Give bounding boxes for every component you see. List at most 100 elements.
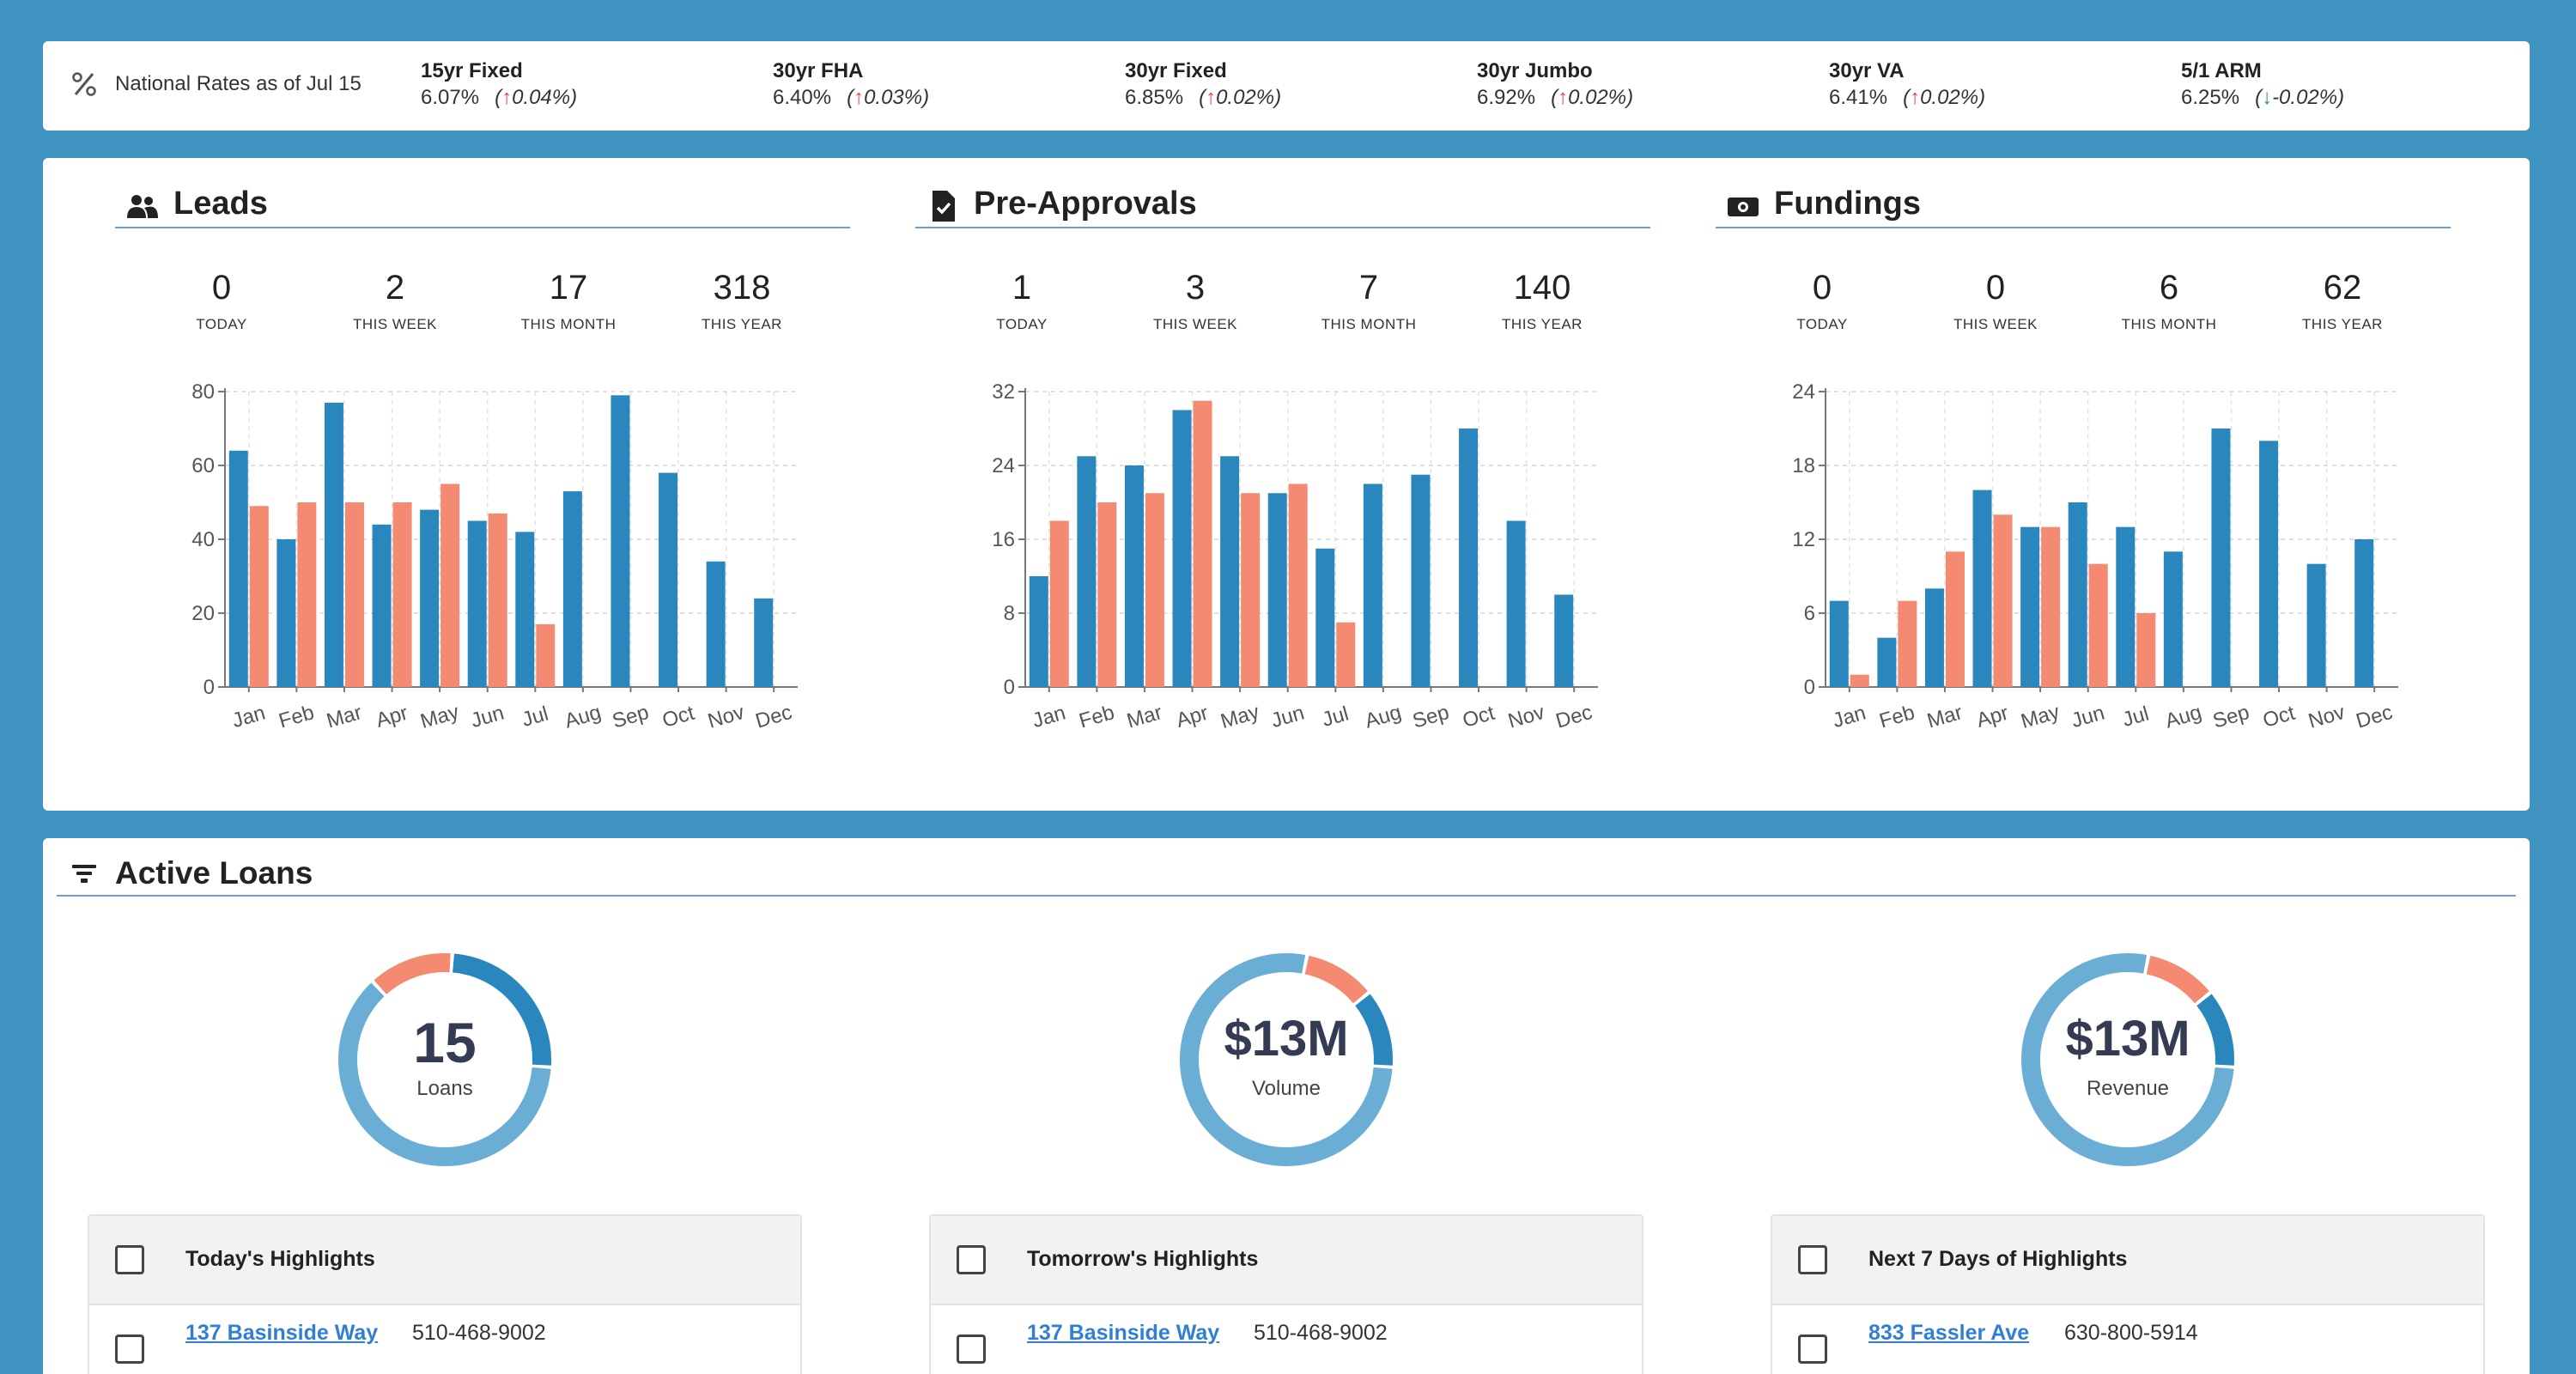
bar-series-1 <box>754 598 774 687</box>
bar-series-2 <box>2088 563 2108 687</box>
x-tick-label: Feb <box>276 701 317 733</box>
y-tick-label: 24 <box>1792 380 1815 404</box>
bar-series-1 <box>372 524 392 687</box>
donut-revenue: $13M Revenue <box>2016 948 2239 1171</box>
bar-series-1 <box>1411 474 1431 687</box>
section-title: Leads <box>173 185 268 222</box>
x-tick-label: Jan <box>1030 701 1068 733</box>
rate-line: 6.40% (↑0.03%) <box>773 84 929 112</box>
bar-series-2 <box>1145 493 1164 687</box>
stats-panel: Leads 0 TODAY 2 THIS WEEK 17 THIS MONTH 318 THIS… <box>43 158 2530 811</box>
x-tick-label: Jul <box>2120 702 2152 732</box>
section-fundings: Fundings 0 TODAY 0 THIS WEEK 6 THIS MONTH 62 THI… <box>1716 173 2451 800</box>
metric: 140 THIS YEAR <box>1456 268 1628 333</box>
phone-number: 630-800-5914 <box>2064 1321 2198 1345</box>
metric-value: 6 <box>2159 269 2179 307</box>
table-row: 833 Fassler Ave 630-800-5914 <box>1772 1305 2483 1374</box>
metric: 7 THIS MONTH <box>1283 268 1455 333</box>
donut-volume: $13M Volume <box>1175 948 1398 1171</box>
metric-value: 62 <box>2323 269 2362 307</box>
donut-label: Revenue <box>2086 1077 2170 1100</box>
metric: 2 THIS WEEK <box>309 268 481 333</box>
bar-series-2 <box>2041 526 2061 687</box>
metric: 6 THIS MONTH <box>2083 268 2255 333</box>
highlights-title: Next 7 Days of Highlights <box>1868 1247 2128 1271</box>
address-link[interactable]: 137 Basinside Way <box>1027 1321 1220 1345</box>
bar-series-2 <box>297 502 317 687</box>
bar-chart: 0 8 16 24 32 Jan Feb Mar Apr May Jun Jul Aug Sep Oct No… <box>992 380 1598 733</box>
row-checkbox[interactable] <box>1798 1334 1827 1364</box>
highlights-header: Today's Highlights <box>89 1216 800 1305</box>
arrow-up-icon: ↑ <box>1206 86 1217 109</box>
highlights-title: Tomorrow's Highlights <box>1027 1247 1259 1271</box>
x-tick-label: Mar <box>1124 701 1164 733</box>
donut-label: Volume <box>1251 1077 1321 1100</box>
x-tick-label: Sep <box>1410 701 1451 733</box>
rate-item: 30yr Jumbo 6.92% (↑0.02%) <box>1477 58 1633 112</box>
active-loans-panel: Active Loans 15 Loans $13M Volume $13M Revenu… <box>43 838 2530 1374</box>
x-tick-label: May <box>418 701 462 733</box>
arrow-up-icon: ↑ <box>1558 86 1569 109</box>
donut-value: $13M <box>1224 1011 1349 1067</box>
x-tick-label: Sep <box>610 701 651 733</box>
document-check-icon <box>933 191 955 222</box>
section-header: Pre-Approvals <box>915 182 1650 228</box>
highlights-header: Next 7 Days of Highlights <box>1772 1216 2483 1305</box>
x-tick-label: Nov <box>2306 701 2347 733</box>
metric-label: THIS YEAR <box>1502 316 1583 332</box>
x-tick-label: Aug <box>2163 701 2204 733</box>
bar-series-2 <box>1850 674 1869 687</box>
address-link[interactable]: 833 Fassler Ave <box>1868 1321 2030 1345</box>
donut-chart <box>1180 953 1393 1166</box>
metric-label: TODAY <box>996 316 1048 332</box>
x-tick-label: Mar <box>1924 701 1965 733</box>
metric: 17 THIS MONTH <box>483 268 654 333</box>
section-header: Leads <box>115 182 850 228</box>
bar-series-1 <box>228 450 248 687</box>
y-tick-label: 20 <box>191 602 215 625</box>
active-loans-title: Active Loans <box>115 855 313 891</box>
arrow-down-icon: ↓ <box>2262 86 2273 109</box>
bar-series-1 <box>1506 520 1526 687</box>
select-all-checkbox[interactable] <box>115 1245 144 1274</box>
row-checkbox[interactable] <box>957 1334 986 1364</box>
bar-series-2 <box>1241 493 1261 687</box>
arrow-up-icon: ↑ <box>501 86 513 109</box>
y-tick-label: 8 <box>1004 602 1015 625</box>
select-all-checkbox[interactable] <box>1798 1245 1827 1274</box>
bar-series-1 <box>2163 551 2183 687</box>
metric-label: THIS MONTH <box>520 316 617 332</box>
x-tick-label: Sep <box>2210 701 2251 733</box>
rate-value: 6.85% <box>1125 86 1184 109</box>
x-tick-label: Jun <box>1268 701 1307 733</box>
x-tick-label: Aug <box>562 701 604 733</box>
row-checkbox[interactable] <box>115 1334 144 1364</box>
people-icon <box>127 195 158 218</box>
metric-label: THIS WEEK <box>1152 316 1237 332</box>
metric-label: THIS MONTH <box>2121 316 2217 332</box>
x-tick-label: Oct <box>2260 702 2298 733</box>
select-all-checkbox[interactable] <box>957 1245 986 1274</box>
metric-value: 1 <box>1012 269 1032 307</box>
rate-change-value: 0.02% <box>1216 86 1275 109</box>
bar-series-1 <box>1554 594 1574 687</box>
bar-series-1 <box>2259 441 2279 687</box>
rate-change: (↑0.04%) <box>495 86 578 109</box>
address-link[interactable]: 137 Basinside Way <box>185 1321 379 1345</box>
bar-series-2 <box>1097 502 1117 687</box>
metric-label: THIS WEEK <box>352 316 437 332</box>
bar-series-2 <box>1193 400 1212 687</box>
rate-value: 6.40% <box>773 86 832 109</box>
x-tick-label: Jun <box>2069 701 2107 733</box>
rate-name: 30yr FHA <box>773 59 864 82</box>
rate-value: 6.92% <box>1477 86 1536 109</box>
bar-series-1 <box>2306 563 2326 687</box>
rate-line: 6.85% (↑0.02%) <box>1125 84 1281 112</box>
bar-series-2 <box>536 623 556 687</box>
donut-chart <box>338 953 551 1166</box>
bar-series-2 <box>488 513 507 687</box>
donut-segment <box>338 953 551 1166</box>
y-tick-label: 24 <box>992 454 1015 477</box>
rate-value: 6.25% <box>2181 86 2240 109</box>
table-row: 137 Basinside Way 510-468-9002 <box>89 1305 800 1374</box>
